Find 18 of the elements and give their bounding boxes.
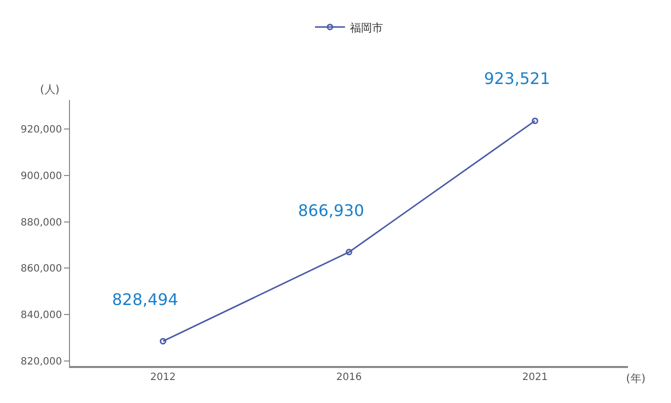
data-label: 866,930 — [298, 201, 364, 220]
y-tick-label: 820,000 — [20, 356, 62, 368]
y-axis-title: (人) — [40, 83, 60, 96]
data-label: 923,521 — [484, 69, 550, 88]
data-label: 828,494 — [112, 290, 178, 309]
y-tick-label: 860,000 — [20, 264, 62, 275]
y-tick-label: 920,000 — [20, 124, 62, 136]
x-tick-label: 2021 — [522, 372, 548, 383]
point — [160, 338, 166, 344]
point — [346, 248, 352, 256]
y-tick-label: 900,000 — [20, 170, 62, 182]
x-axis-title: (年) — [626, 372, 646, 385]
x-tick-label: 2012 — [150, 372, 176, 383]
legend-label: 福岡市 — [350, 21, 383, 34]
x-tick-label: 2016 — [336, 372, 362, 383]
y-tick-label: 840,000 — [20, 310, 62, 322]
point — [532, 118, 538, 124]
y-tick-label: 880,000 — [20, 217, 62, 228]
